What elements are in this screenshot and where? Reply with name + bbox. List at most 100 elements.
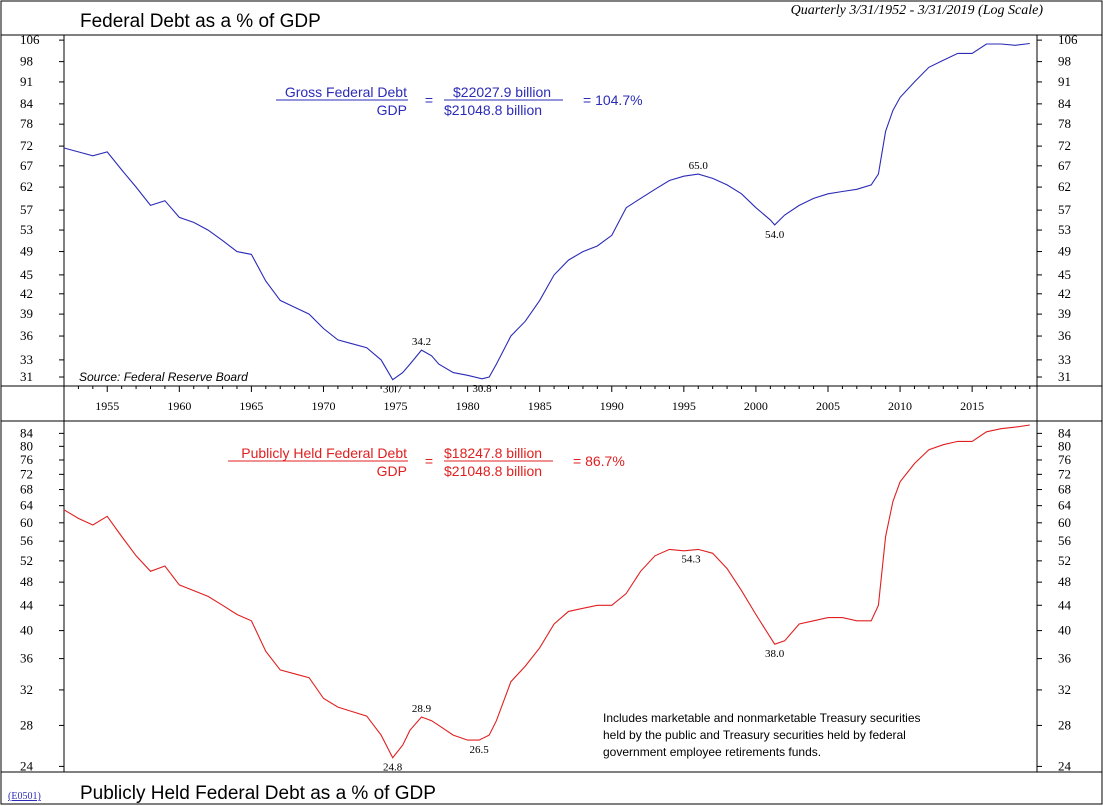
bottom-ytick-left-label: 84 (20, 425, 34, 440)
top-ytick-left-label: 45 (20, 267, 33, 282)
x-tick-label: 2005 (816, 399, 840, 413)
x-tick-label: 2000 (744, 399, 768, 413)
bottom-ytick-left-label: 72 (20, 466, 33, 481)
bottom-y-ticks: 24 24 28 28 32 32 36 36 40 40 44 44 48 48 52 52 56 56 60 60… (20, 425, 1072, 773)
bottom-ytick-right-label: 56 (1058, 533, 1072, 548)
bottom-note-line-2: held by the public and Treasury securiti… (603, 728, 906, 742)
top-annotation-label: 34.2 (412, 336, 431, 348)
top-ytick-left-label: 72 (20, 138, 33, 153)
top-ytick-right-label: 36 (1058, 328, 1072, 343)
bottom-ytick-right-label: 52 (1058, 553, 1071, 568)
top-ytick-left-label: 49 (20, 244, 33, 259)
top-ytick-right-label: 39 (1058, 306, 1071, 321)
bottom-ytick-right-label: 28 (1058, 717, 1071, 732)
bottom-series (63, 424, 1030, 759)
top-ytick-right-label: 31 (1058, 369, 1071, 384)
top-ytick-left-label: 42 (20, 286, 33, 301)
x-tick-label: 1990 (600, 399, 624, 413)
bottom-formula-denominator: $21048.8 billion (444, 463, 542, 479)
top-ytick-right-label: 91 (1058, 74, 1071, 89)
bottom-ytick-left-label: 76 (20, 452, 34, 467)
top-ytick-right-label: 78 (1058, 116, 1071, 131)
bottom-ytick-right-label: 48 (1058, 574, 1071, 589)
bottom-ytick-right-label: 44 (1058, 597, 1072, 612)
bottom-ytick-left-label: 52 (20, 553, 33, 568)
bottom-ytick-left-label: 60 (20, 515, 33, 530)
bottom-note-line-3: government employee retirements funds. (603, 745, 821, 759)
bottom-title: Publicly Held Federal Debt as a % of GDP (80, 783, 436, 804)
top-ytick-right-label: 57 (1058, 202, 1072, 217)
top-ytick-right-label: 84 (1058, 96, 1072, 111)
top-annotation-label: 30.8 (472, 383, 492, 395)
bottom-ytick-left-label: 80 (20, 438, 33, 453)
top-ytick-right-label: 106 (1058, 32, 1078, 47)
bottom-ytick-right-label: 64 (1058, 498, 1072, 513)
bottom-formula-denominator-label: GDP (377, 463, 407, 479)
top-annotation-label: 65.0 (689, 160, 709, 172)
bottom-ytick-right-label: 76 (1058, 452, 1072, 467)
x-axis-ticks: 1955 1960 1965 1970 1975 1980 1985 1990 1995 2000… (63, 386, 1031, 413)
top-ytick-left-label: 84 (20, 96, 34, 111)
x-tick-label: 2015 (960, 399, 984, 413)
bottom-ytick-left-label: 64 (20, 498, 34, 513)
bottom-ytick-right-label: 80 (1058, 438, 1071, 453)
top-annotations: 30.7 34.2 30.8 65.0 54.0 (383, 160, 785, 396)
bottom-ytick-left-label: 40 (20, 623, 33, 638)
bottom-annotation-label: 38.0 (765, 648, 785, 660)
bottom-ytick-right-label: 60 (1058, 515, 1071, 530)
top-ytick-left-label: 39 (20, 306, 33, 321)
bottom-ytick-left-label: 56 (20, 533, 34, 548)
bottom-ytick-left-label: 68 (20, 482, 33, 497)
bottom-ytick-right-label: 84 (1058, 425, 1072, 440)
x-tick-label: 1995 (672, 399, 696, 413)
top-annotation-label: 54.0 (765, 229, 785, 241)
x-tick-label: 2010 (888, 399, 912, 413)
bottom-ytick-right-label: 72 (1058, 466, 1071, 481)
top-ytick-left-label: 67 (20, 158, 34, 173)
top-y-ticks: 31 31 33 33 36 36 39 39 42 42 45 45 49 49 53 53 57 57 62 62… (20, 32, 1078, 384)
source-note: Source: Federal Reserve Board (79, 370, 248, 384)
top-formula-numerator: $22027.9 billion (453, 84, 551, 100)
code-link[interactable]: (E0501) (8, 791, 41, 802)
bottom-note-line-1: Includes marketable and nonmarketable Tr… (603, 711, 921, 725)
bottom-note: Includes marketable and nonmarketable Tr… (603, 711, 921, 759)
bottom-annotations: 24.8 28.9 26.5 54.3 38.0 (383, 553, 785, 773)
bottom-ytick-right-label: 40 (1058, 623, 1071, 638)
x-tick-label: 1960 (167, 399, 191, 413)
bottom-ytick-right-label: 68 (1058, 482, 1071, 497)
top-ytick-left-label: 36 (20, 328, 34, 343)
top-formula-denominator-label: GDP (377, 102, 407, 118)
top-ytick-left-label: 106 (20, 32, 40, 47)
top-ytick-left-label: 78 (20, 116, 33, 131)
x-tick-label: 1965 (239, 399, 263, 413)
top-ytick-left-label: 31 (20, 369, 33, 384)
top-series-line (63, 42, 1030, 381)
bottom-ytick-right-label: 24 (1058, 758, 1072, 773)
x-tick-label: 1975 (384, 399, 408, 413)
bottom-ytick-left-label: 44 (20, 597, 34, 612)
top-ytick-right-label: 42 (1058, 286, 1071, 301)
top-ytick-right-label: 62 (1058, 179, 1071, 194)
top-series (63, 42, 1030, 381)
x-tick-label: 1985 (528, 399, 552, 413)
top-ytick-right-label: 98 (1058, 54, 1071, 69)
x-tick-label: 1980 (456, 399, 480, 413)
top-ytick-left-label: 33 (20, 352, 33, 367)
top-formula-denominator: $21048.8 billion (444, 102, 542, 118)
bottom-formula-equals: = (425, 453, 433, 469)
bottom-annotation-label: 26.5 (470, 744, 490, 756)
bottom-annotation-label: 24.8 (383, 762, 403, 774)
bottom-series-line (63, 424, 1030, 759)
top-ytick-left-label: 57 (20, 202, 34, 217)
bottom-formula-label: Publicly Held Federal Debt (241, 445, 407, 461)
top-ytick-left-label: 98 (20, 54, 33, 69)
top-ytick-right-label: 45 (1058, 267, 1071, 282)
bottom-ytick-left-label: 28 (20, 717, 33, 732)
bottom-formula-numerator: $18247.8 billion (444, 445, 542, 461)
top-ytick-left-label: 91 (20, 74, 33, 89)
bottom-ytick-right-label: 32 (1058, 682, 1071, 697)
bottom-ytick-left-label: 36 (20, 651, 34, 666)
bottom-ytick-right-label: 36 (1058, 651, 1072, 666)
